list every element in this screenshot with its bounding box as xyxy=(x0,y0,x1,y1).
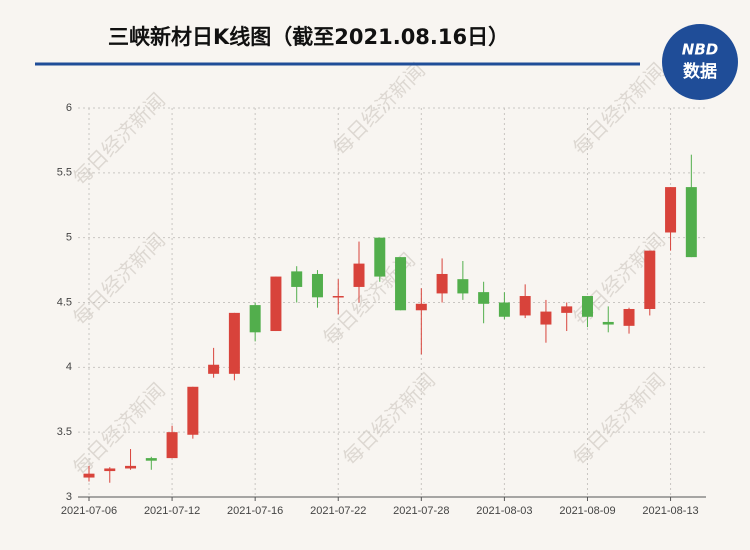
candle-body xyxy=(332,296,344,298)
candle-body xyxy=(457,279,469,294)
x-tick-label: 2021-08-09 xyxy=(559,505,615,517)
candle-body xyxy=(187,386,199,435)
y-tick-label: 3 xyxy=(66,491,72,503)
candle-body xyxy=(353,263,365,287)
candle-body xyxy=(83,473,95,478)
x-tick-label: 2021-07-28 xyxy=(393,505,449,517)
candle-body xyxy=(665,187,677,233)
y-tick-label: 5 xyxy=(66,232,72,244)
candle-body xyxy=(519,296,531,316)
candle-body xyxy=(623,308,635,326)
candle-body xyxy=(395,257,407,311)
candle-body xyxy=(644,250,656,309)
x-tick-label: 2021-07-16 xyxy=(227,505,283,517)
candle-body xyxy=(145,458,157,461)
candle-body xyxy=(602,321,614,325)
candle-body xyxy=(166,432,178,459)
candle-body xyxy=(291,271,303,287)
candle-body xyxy=(561,306,573,313)
candle-body xyxy=(208,364,220,374)
x-tick-label: 2021-07-06 xyxy=(61,505,117,517)
candle-body xyxy=(249,305,261,333)
x-tick-label: 2021-08-03 xyxy=(476,505,532,517)
y-tick-label: 6 xyxy=(66,102,72,114)
candle-body xyxy=(228,312,240,374)
logo-mark: NBD xyxy=(682,41,718,59)
logo-text: 数据 xyxy=(683,61,717,82)
candle-body xyxy=(311,273,323,298)
candle-body xyxy=(540,311,552,325)
candle-body xyxy=(104,468,116,472)
y-tick-label: 3.5 xyxy=(57,426,72,438)
candle-body xyxy=(498,302,510,317)
candle-body xyxy=(415,303,427,311)
logo-circle xyxy=(662,24,738,100)
candle-body xyxy=(125,465,137,469)
x-tick-label: 2021-07-12 xyxy=(144,505,200,517)
x-tick-label: 2021-07-22 xyxy=(310,505,366,517)
candle-body xyxy=(581,296,593,317)
candle-body xyxy=(270,276,282,332)
y-tick-label: 4.5 xyxy=(57,296,72,308)
y-tick-label: 5.5 xyxy=(57,167,72,179)
chart-title: 三峡新材日K线图（截至2021.08.16日） xyxy=(108,25,509,49)
candle-body xyxy=(374,237,386,277)
y-tick-label: 4 xyxy=(66,361,72,373)
candle-body xyxy=(478,292,490,304)
x-tick-label: 2021-08-13 xyxy=(642,505,698,517)
candle-body xyxy=(685,187,697,258)
candle-body xyxy=(436,273,448,294)
